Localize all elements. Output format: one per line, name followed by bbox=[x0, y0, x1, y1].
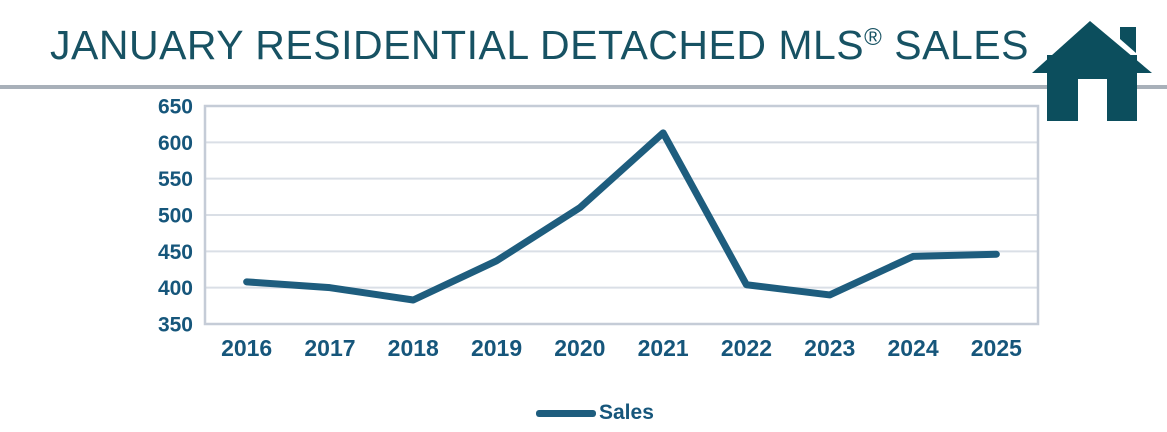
page-title: JANUARY RESIDENTIAL DETACHED MLS® SALES bbox=[50, 22, 1029, 69]
y-axis-label-400: 400 bbox=[158, 277, 193, 300]
x-axis-label-2023: 2023 bbox=[804, 335, 855, 361]
y-axis-label-500: 500 bbox=[158, 205, 193, 228]
x-axis-label-2017: 2017 bbox=[304, 335, 355, 361]
y-axis-label-600: 600 bbox=[158, 132, 193, 155]
house-door bbox=[1078, 79, 1107, 123]
y-axis-label-550: 550 bbox=[158, 168, 193, 191]
y-axis-label-350: 350 bbox=[158, 314, 193, 337]
y-axis-label-650: 650 bbox=[158, 96, 193, 119]
x-axis-label-2021: 2021 bbox=[638, 335, 689, 361]
x-axis-label-2025: 2025 bbox=[971, 335, 1022, 361]
house-icon bbox=[1032, 21, 1152, 123]
series-line-sales bbox=[243, 129, 1000, 304]
legend-label: Sales bbox=[599, 401, 654, 424]
x-axis-label-2024: 2024 bbox=[887, 335, 938, 361]
plot-border bbox=[203, 104, 1040, 326]
title-text: JANUARY RESIDENTIAL DETACHED MLS bbox=[50, 22, 865, 68]
x-axis-label-2016: 2016 bbox=[221, 335, 272, 361]
x-axis-label-2018: 2018 bbox=[388, 335, 439, 361]
x-axis-label-2022: 2022 bbox=[721, 335, 772, 361]
title-underline-rule bbox=[0, 85, 1167, 89]
registered-trademark-symbol: ® bbox=[864, 24, 883, 51]
title-suffix: SALES bbox=[882, 22, 1029, 68]
house-chimney bbox=[1120, 27, 1136, 53]
x-axis-label-2019: 2019 bbox=[471, 335, 522, 361]
chart-legend: Sales bbox=[536, 401, 654, 425]
house-roof bbox=[1032, 21, 1152, 73]
y-axis-label-450: 450 bbox=[158, 241, 193, 264]
legend-line-swatch bbox=[536, 409, 596, 417]
x-axis-label-2020: 2020 bbox=[554, 335, 605, 361]
